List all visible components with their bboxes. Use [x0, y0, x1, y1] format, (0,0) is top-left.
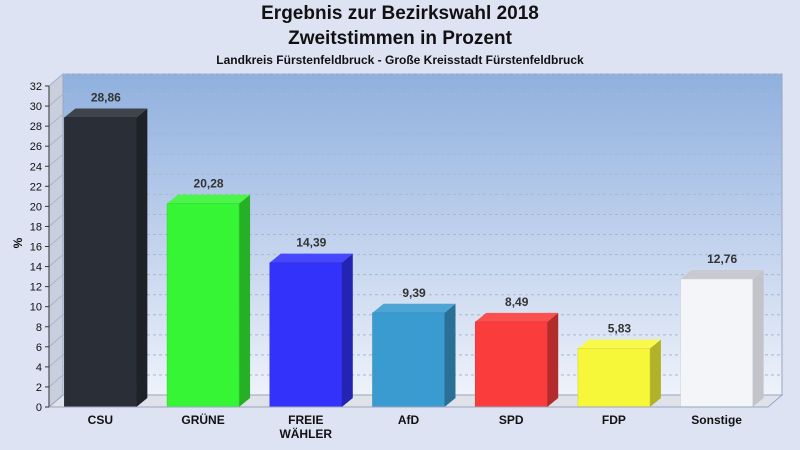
bar-top — [680, 270, 764, 280]
x-tick-label: GRÜNE — [181, 412, 224, 427]
chart-subtitle: Landkreis Fürstenfeldbruck - Große Kreis… — [216, 53, 584, 67]
x-tick-label: FDP — [602, 413, 626, 427]
x-tick-label: AfD — [398, 413, 420, 427]
gridline-depth — [48, 93, 64, 107]
y-tick-label: 30 — [30, 101, 42, 113]
bar-top — [372, 303, 456, 313]
bar — [680, 278, 753, 408]
bar-value-label: 5,83 — [608, 322, 632, 336]
y-tick-label: 18 — [30, 221, 42, 233]
y-axis-label: % — [11, 237, 25, 248]
x-tick-label: FREIE — [288, 413, 323, 427]
bar-value-label: 8,49 — [505, 295, 529, 309]
y-tick-label: 10 — [30, 302, 42, 314]
bar — [64, 117, 137, 408]
gridline-depth — [48, 314, 64, 328]
y-tick-label: 2 — [36, 382, 42, 394]
bar-side — [341, 253, 353, 407]
bar-top — [475, 312, 559, 322]
bar-side — [239, 194, 251, 407]
y-tick-label: 8 — [36, 322, 42, 334]
gridline-depth — [48, 234, 64, 247]
bar-top — [167, 194, 251, 204]
bar-value-label: 14,39 — [296, 236, 326, 250]
y-tick-label: 22 — [30, 181, 42, 193]
bar-side — [547, 312, 559, 407]
y-tick-label: 20 — [30, 201, 42, 213]
gridline-depth — [48, 173, 64, 187]
gridline-depth — [48, 294, 64, 308]
bar-side — [649, 339, 661, 407]
gridline-depth — [48, 193, 64, 207]
y-tick-label: 12 — [30, 282, 42, 294]
bar-value-label: 28,86 — [91, 90, 121, 104]
bar — [577, 348, 651, 408]
gridline-depth — [48, 254, 64, 267]
y-tick-label: 14 — [30, 262, 42, 274]
x-tick-label: Sonstige — [691, 413, 742, 427]
gridline-depth — [48, 153, 64, 167]
gridline-depth — [48, 214, 64, 227]
gridline-depth — [48, 274, 64, 288]
x-tick-label: WÄHLER — [279, 426, 332, 441]
x-tick-label: CSU — [88, 413, 113, 427]
bar — [269, 262, 343, 408]
y-tick-label: 26 — [30, 141, 42, 153]
y-tick-label: 24 — [30, 161, 42, 173]
y-tick-label: 16 — [30, 242, 42, 254]
gridline-depth — [48, 73, 64, 87]
y-tick-label: 28 — [30, 121, 42, 133]
bar-value-label: 20,28 — [194, 177, 224, 191]
chart-title-line2: Zweitstimmen in Prozent — [288, 28, 512, 49]
bar-top — [269, 253, 353, 263]
gridline-depth — [48, 354, 64, 368]
bar-top — [577, 339, 661, 349]
bar-value-label: 9,39 — [402, 286, 426, 300]
gridline-depth — [48, 133, 64, 147]
gridline-depth — [48, 374, 64, 388]
gridline-depth — [48, 334, 64, 348]
bar-value-label: 12,76 — [707, 252, 737, 266]
x-tick-label: SPD — [499, 413, 524, 427]
bar — [474, 321, 548, 408]
bar-side — [444, 303, 456, 407]
bar-side — [752, 270, 764, 407]
bar-side — [136, 108, 148, 408]
gridline-depth — [48, 113, 64, 127]
y-tick-label: 32 — [30, 81, 42, 93]
bar — [372, 312, 445, 408]
y-tick-label: 6 — [36, 342, 42, 354]
y-tick-label: 4 — [36, 362, 42, 374]
y-tick-label: 0 — [36, 402, 42, 414]
bar — [166, 203, 240, 408]
chart-title: Ergebnis zur Bezirkswahl 2018 — [261, 3, 539, 24]
bar-top — [64, 108, 148, 118]
